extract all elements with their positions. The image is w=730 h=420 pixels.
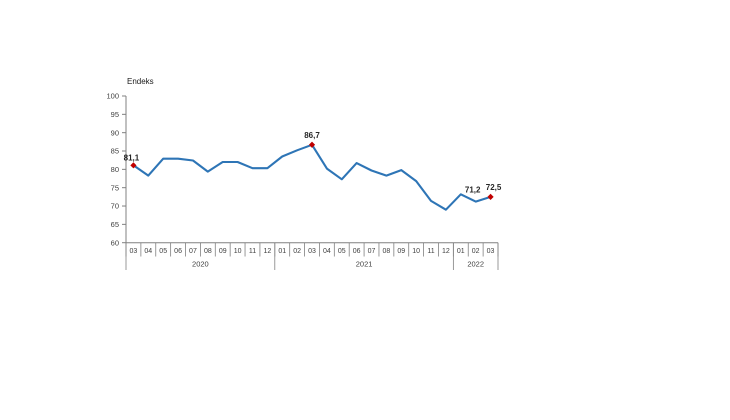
y-tick-label: 100 <box>106 92 119 101</box>
data-point-marker <box>487 193 494 200</box>
data-label: 81,1 <box>124 153 140 162</box>
month-label: 06 <box>353 248 361 255</box>
month-label: 07 <box>368 248 376 255</box>
y-tick-label: 60 <box>111 238 119 247</box>
month-label: 04 <box>144 248 152 255</box>
y-tick-label: 95 <box>111 110 119 119</box>
month-label: 05 <box>159 248 167 255</box>
y-tick-label: 90 <box>111 128 119 137</box>
month-label: 06 <box>174 248 182 255</box>
y-tick-label: 65 <box>111 220 119 229</box>
data-label: 72,5 <box>486 183 502 192</box>
series-line <box>132 143 492 211</box>
month-label: 08 <box>383 248 391 255</box>
y-tick-label: 80 <box>111 165 119 174</box>
data-point-marker <box>308 141 316 148</box>
y-axis-title: Endeks <box>127 77 154 86</box>
month-label: 10 <box>234 248 242 255</box>
month-label: 12 <box>263 248 271 255</box>
y-tick-label: 70 <box>111 202 119 211</box>
month-label: 09 <box>397 248 405 255</box>
year-label: 2021 <box>356 260 373 269</box>
year-label: 2020 <box>192 260 209 269</box>
y-tick-label: 85 <box>111 147 119 156</box>
data-point-marker <box>130 162 137 169</box>
y-tick-label: 75 <box>111 183 119 192</box>
month-label: 03 <box>308 248 316 255</box>
month-label: 11 <box>249 248 256 255</box>
month-label: 10 <box>412 248 420 255</box>
month-label: 03 <box>130 248 138 255</box>
month-label: 11 <box>427 248 434 255</box>
month-label: 09 <box>219 248 227 255</box>
month-label: 02 <box>472 248 480 255</box>
month-label: 02 <box>293 248 301 255</box>
month-label: 12 <box>442 248 450 255</box>
month-label: 04 <box>323 248 331 255</box>
year-label: 2022 <box>467 260 484 269</box>
month-label: 08 <box>204 248 212 255</box>
month-label: 01 <box>457 248 465 255</box>
month-label: 01 <box>278 248 286 255</box>
month-label: 07 <box>189 248 197 255</box>
month-label: 05 <box>338 248 346 255</box>
data-label: 71,2 <box>465 186 481 195</box>
month-label: 03 <box>487 248 495 255</box>
data-label: 86,7 <box>304 131 320 140</box>
